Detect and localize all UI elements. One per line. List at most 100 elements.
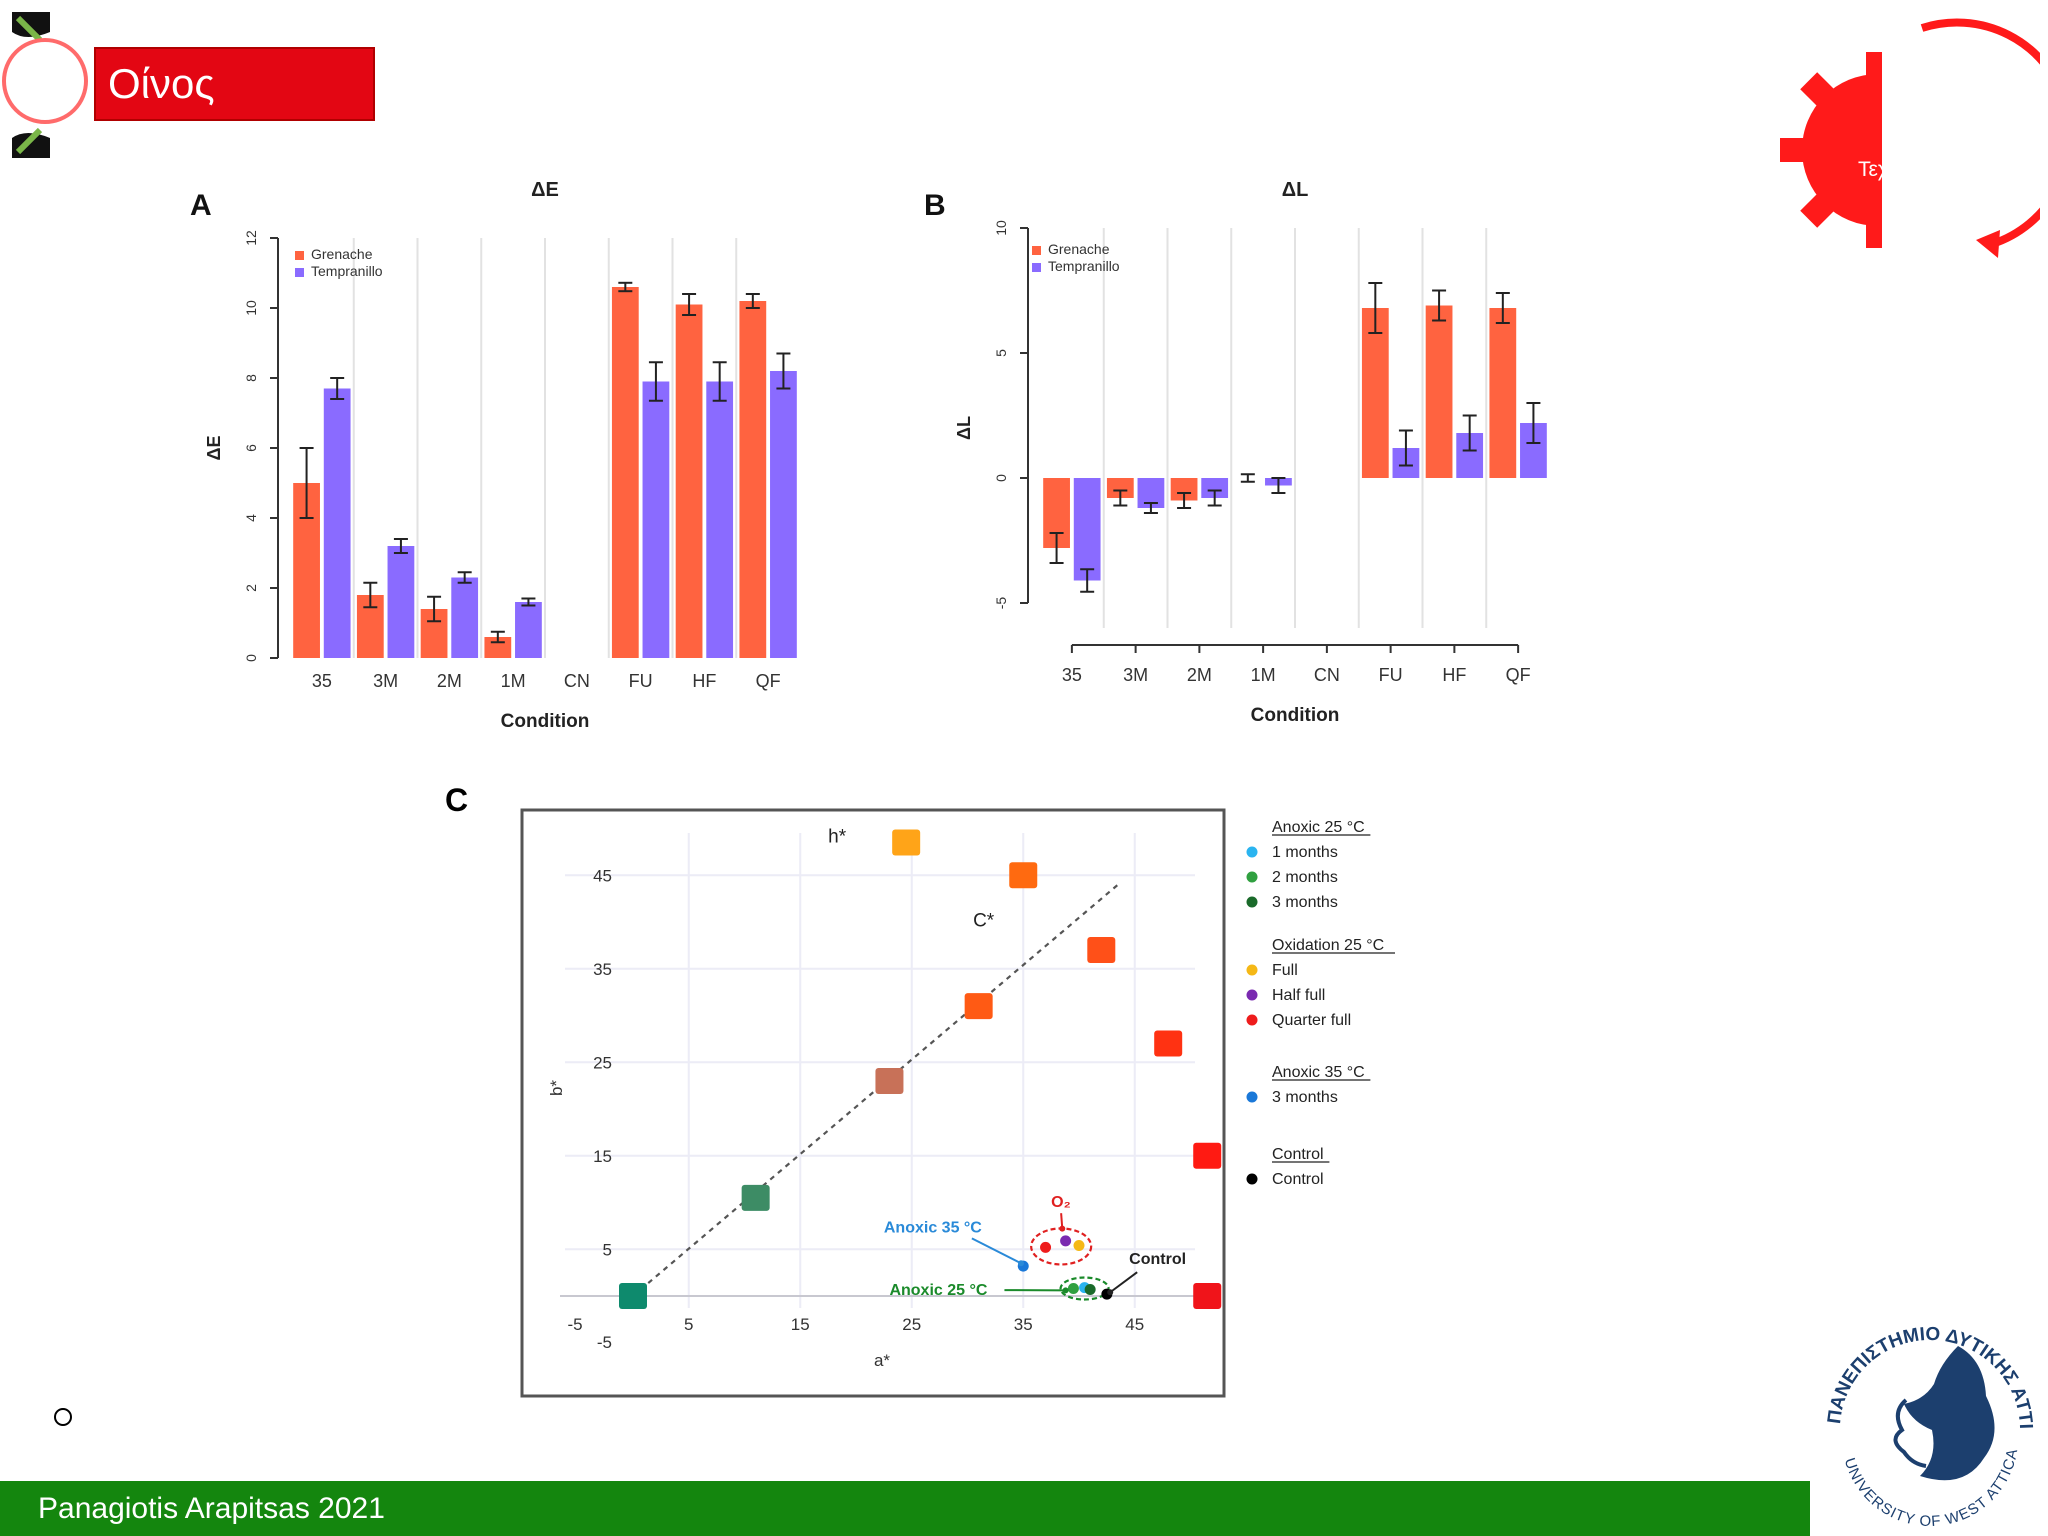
color-square [741,1184,770,1211]
annotation-arrowhead [1062,1287,1069,1294]
bar-grenache [1106,478,1134,498]
y-tick-label: 12 [243,230,259,246]
legend-heading: Anoxic 35 °C [1272,1064,1365,1081]
annotation-arrowhead [1107,1289,1114,1296]
x-axis-title: Condition [1251,705,1340,726]
bar-grenache [611,287,639,658]
legend-heading: Control [1272,1146,1324,1163]
y-tick-label: 0 [243,654,259,662]
chart-panel-b: B -5 0 5 10 35 3M 2M 1M CN FU HF QF ΔL Condition ΔL Gre… [924,179,1547,726]
panel-c-legend: Anoxic 25 °C 1 months 2 months 3 months Oxid… [1246,819,1395,1188]
annotation-arrowhead [1018,1260,1025,1267]
y-axis-title: ΔE [204,436,224,461]
bar-grenache [1425,305,1453,478]
bar-grenache [739,301,767,658]
data-point [1067,1283,1079,1295]
x-tick-label: 45 [1125,1315,1144,1334]
legend-swatch [295,251,304,260]
x-tick-label: 2M [437,671,462,691]
color-square [1193,1142,1222,1169]
legend-dot [1246,1091,1258,1103]
x-tick-label: 3M [373,671,398,691]
x-axis-title: Condition [501,711,590,732]
bar-grenache [1361,308,1389,478]
footer-bar: Panagiotis Arapitsas 2021 [0,1481,1810,1536]
chart-panel-c: -5 5 15 25 35 45 -5 5 15 25 35 45 a* b* C* h* O₂ Anoxic 3… [520,808,1226,1398]
x-tick-label: QF [756,671,781,691]
x-tick-label: CN [564,671,590,691]
legend-dot [1246,989,1258,1001]
color-square [1087,937,1116,964]
bar-tempranillo [515,602,542,658]
legend-dot [1246,1173,1258,1185]
legend-dot [1246,871,1258,883]
x-tick-label: QF [1506,665,1531,685]
chart-title: ΔE [531,179,559,201]
legend-heading: Anoxic 25 °C [1272,819,1365,836]
bar-tempranillo [642,381,670,658]
legend-item-label: 3 months [1272,894,1338,911]
y-tick-label: 6 [243,444,259,452]
legend-item-label: Full [1272,962,1298,979]
legend-label: Grenache [1048,241,1110,257]
y-tick-label: -5 [993,597,1009,610]
legend-item-label: 2 months [1272,869,1338,886]
x-tick-label: 35 [312,671,332,691]
legend-item-label: Control [1272,1171,1324,1188]
data-point [1060,1235,1072,1247]
legend-label: Tempranillo [311,263,383,279]
bar-tempranillo [1201,478,1229,498]
panel-label-a: A [190,189,212,222]
color-square [875,1067,904,1094]
bar-tempranillo [323,388,351,658]
bar-grenache [1170,478,1198,501]
color-square [1154,1030,1183,1057]
bar-tempranillo [451,577,479,658]
legend-dot [1246,896,1258,908]
bar-tempranillo [1073,478,1101,581]
legend-heading: Oxidation 25 °C [1272,937,1384,954]
x-tick-label: FU [629,671,653,691]
y-tick-label: 4 [243,514,259,522]
title-circle [2,38,88,124]
legend-dot [1246,846,1258,858]
annotation-label: Anoxic 25 °C [889,1282,987,1299]
chroma-label: C* [973,911,995,932]
data-point [1084,1283,1096,1295]
y-tick-label: 45 [593,866,612,885]
x-tick-label: 1M [1251,665,1276,685]
gear-badge-icon: Τεχνολ [1780,18,2040,268]
y-tick-label: 8 [243,374,259,382]
legend-swatch [295,268,304,277]
university-logo: ΠΑΝΕΠΙΣΤΗΜΙΟ ΔΥΤΙΚΗΣ ΑΤΤΙΚΗΣ UNIVERSITY … [1808,1300,2036,1530]
x-tick-label: 25 [902,1315,921,1334]
legend-label: Grenache [311,246,373,262]
color-square [892,829,921,856]
x-tick-label: CN [1314,665,1340,685]
legend-item-label: 3 months [1272,1089,1338,1106]
hue-label: h* [828,827,847,848]
annotation-arrowhead [1059,1225,1066,1232]
bar-grenache [675,304,703,658]
annotation-label: Control [1129,1251,1186,1268]
y-tick-label: 15 [593,1147,612,1166]
panel-label-c: C [445,782,469,818]
y-tick-label: 25 [593,1053,612,1072]
annotation-arrow [1109,1271,1138,1294]
annotation-arrow [971,1237,1022,1265]
color-square [1009,862,1038,889]
arrow-head-icon [1976,230,2000,258]
color-square [1193,1283,1222,1309]
chart-panel-a: A 0 2 4 6 8 10 12 35 3M 2M 1M CN FU HF QF ΔE Condition ΔE… [190,179,797,732]
anoxic-25-ellipse [1059,1276,1110,1301]
bullet-point [54,1408,72,1426]
bar-tempranillo [706,381,734,658]
x-tick-label: FU [1379,665,1403,685]
color-square [964,993,993,1020]
legend-swatch [1032,263,1041,272]
annotation-label: O₂ [1051,1194,1071,1211]
x-tick-label: -5 [567,1315,582,1334]
legend-item-label: Half full [1272,987,1325,1004]
legend-swatch [1032,246,1041,255]
data-point [1073,1240,1085,1252]
